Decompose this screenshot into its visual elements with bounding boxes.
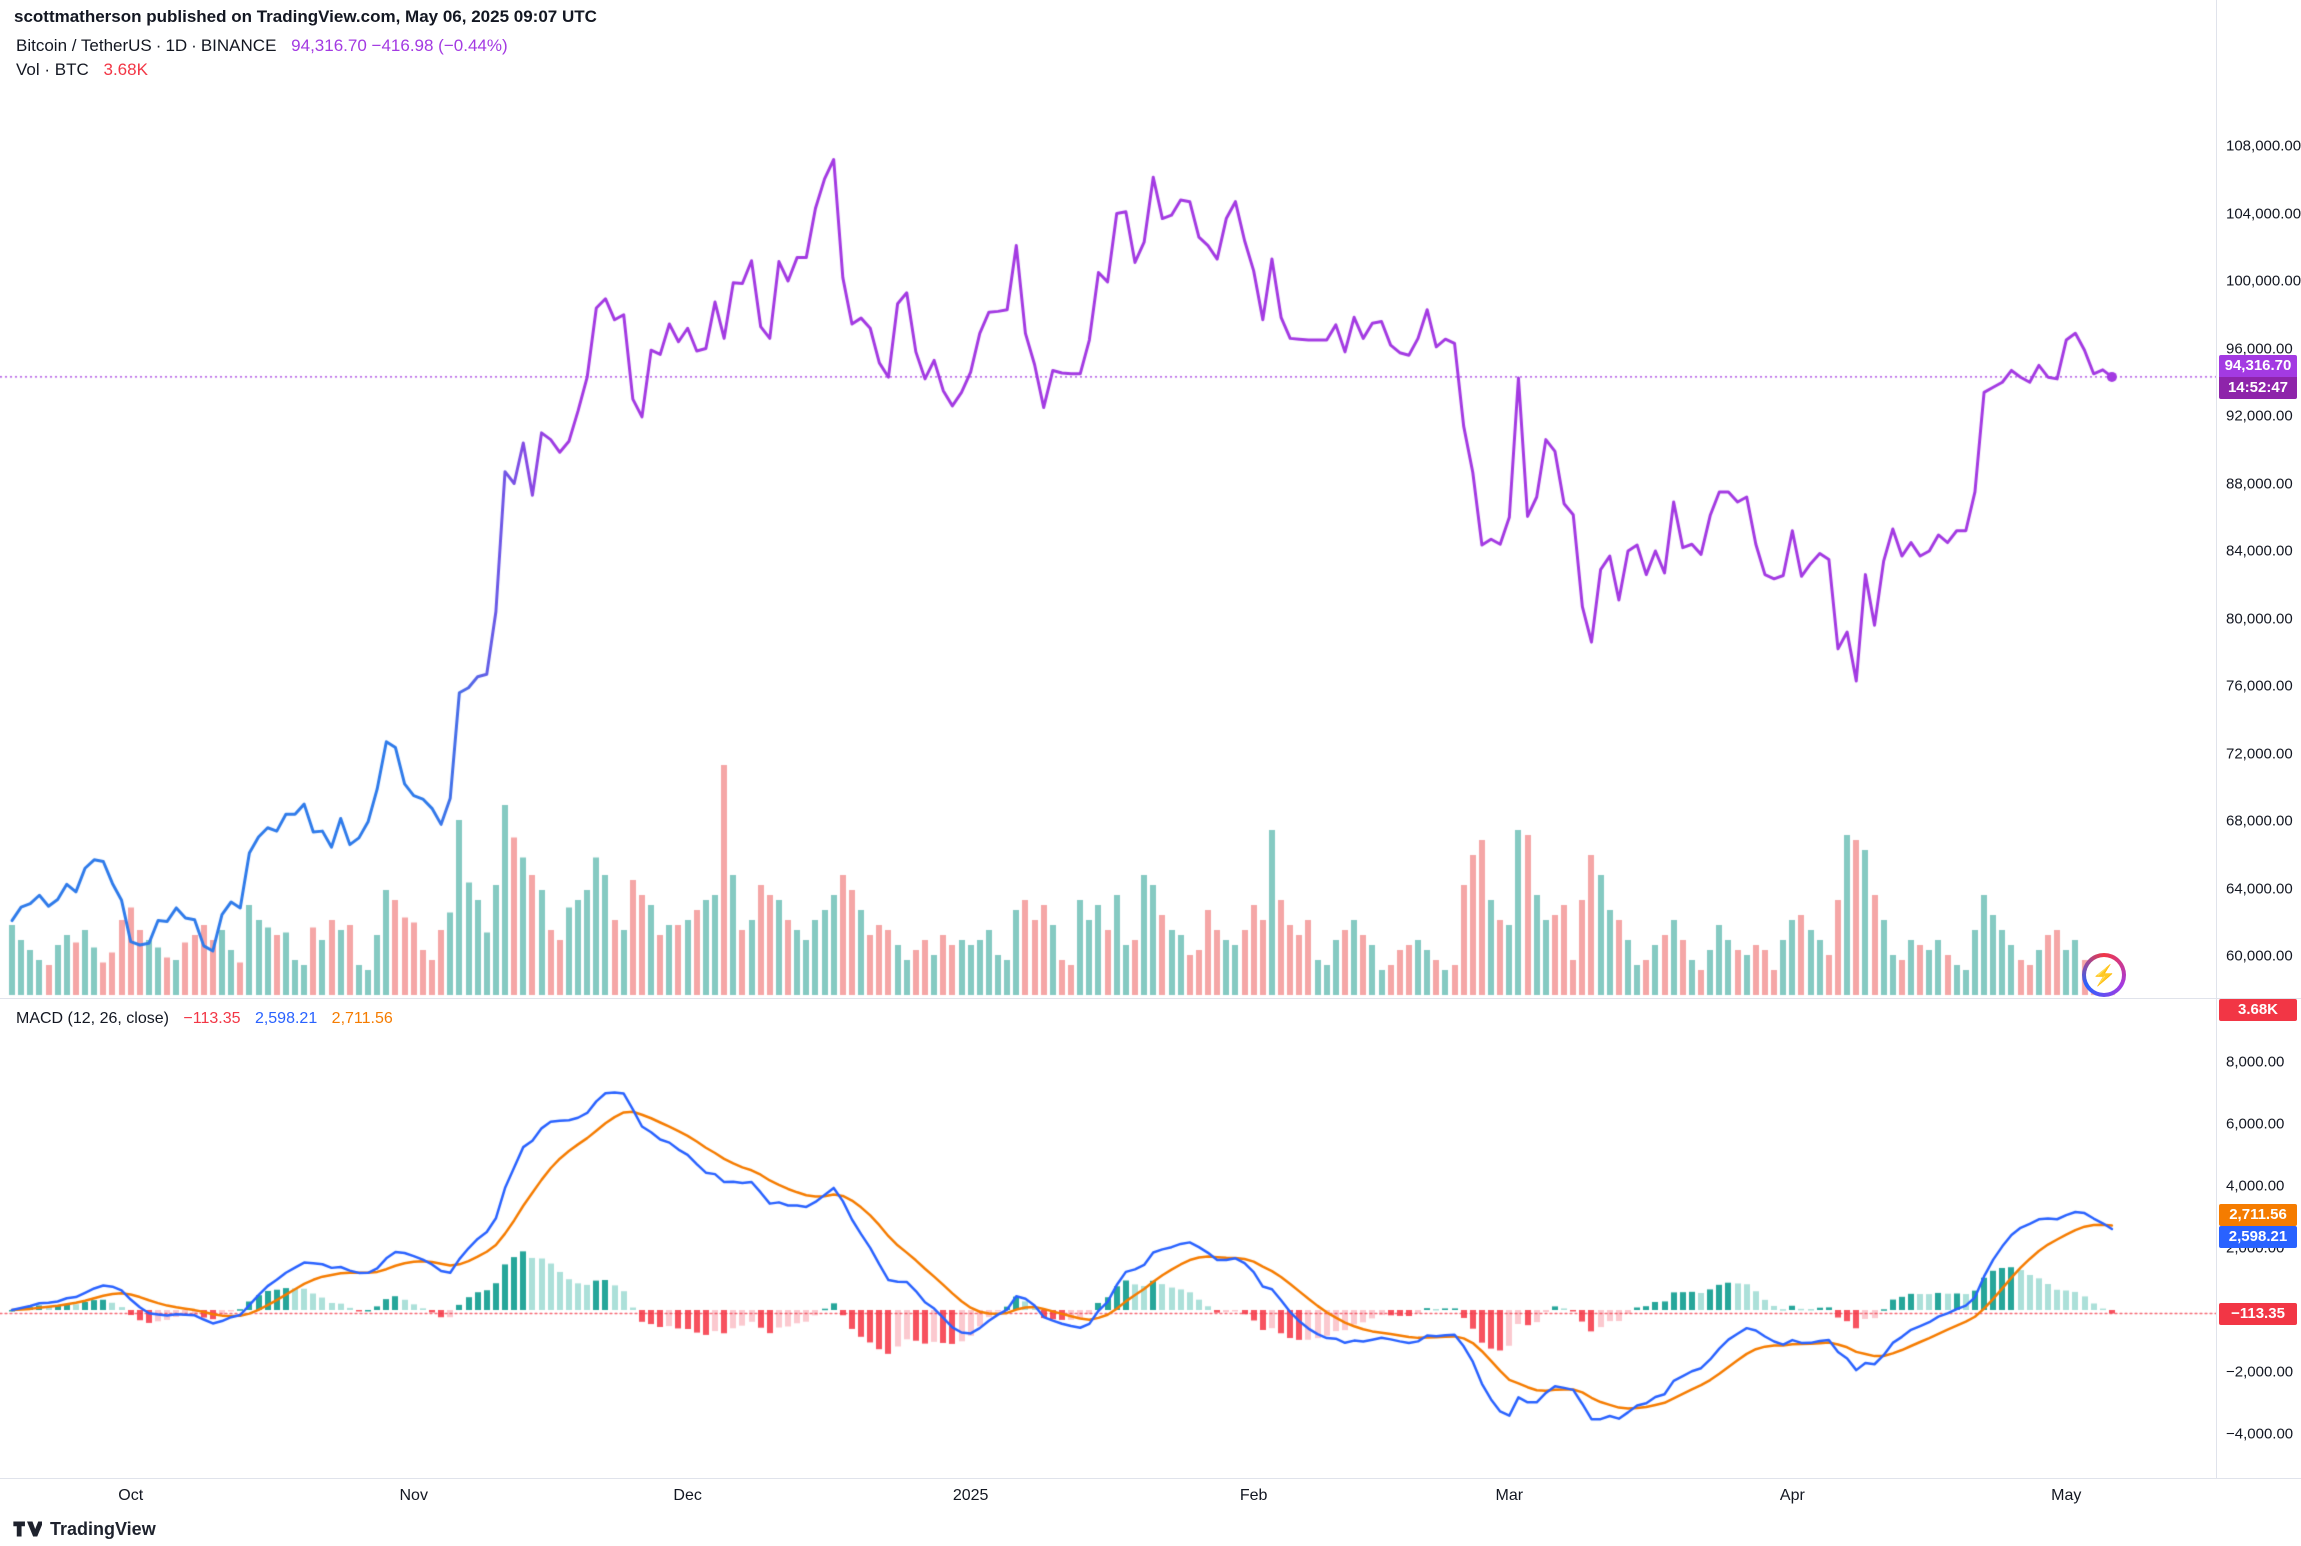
price-axis-label: 80,000.00 bbox=[2226, 610, 2293, 627]
price-axis-label: 92,000.00 bbox=[2226, 407, 2293, 425]
price-axis-label: 96,000.00 bbox=[2226, 340, 2293, 357]
volume-legend: Vol · BTC 3.68K bbox=[16, 60, 148, 80]
exchange-label[interactable]: BINANCE bbox=[200, 36, 277, 55]
time-axis-label: 2025 bbox=[952, 1487, 989, 1504]
price-axis-label: 84,000.00 bbox=[2226, 542, 2293, 560]
price-axis-label: 72,000.00 bbox=[2226, 745, 2293, 762]
tradingview-logo-icon[interactable] bbox=[12, 1518, 42, 1540]
volume-label[interactable]: Vol · BTC bbox=[16, 60, 89, 79]
macd-axis-label: −2,000.00 bbox=[2226, 1363, 2294, 1381]
price-axis-label: 104,000.00 bbox=[2226, 205, 2301, 222]
price-axis-label: 76,000.00 bbox=[2226, 677, 2293, 695]
macd-axis-label: 4,000.00 bbox=[2226, 1177, 2285, 1195]
publish-header: scottmatherson published on TradingView.… bbox=[14, 7, 597, 26]
macd-hist-badge: −113.35 bbox=[2219, 1302, 2297, 1325]
pane-separator[interactable] bbox=[0, 998, 2301, 999]
macd-title[interactable]: MACD (12, 26, close) bbox=[16, 1010, 169, 1027]
lightning-icon: ⚡ bbox=[2086, 957, 2122, 993]
time-axis-label: Mar bbox=[1495, 1487, 1524, 1504]
symbol-title[interactable]: Bitcoin / TetherUS bbox=[16, 36, 152, 55]
last-price-value: 94,316.70 bbox=[2219, 354, 2297, 377]
price-axis-label: 64,000.00 bbox=[2226, 880, 2293, 897]
price-axis-label: 88,000.00 bbox=[2226, 475, 2293, 492]
time-axis-border bbox=[0, 1478, 2301, 1479]
legend-separator: · bbox=[191, 36, 197, 55]
time-axis-label: Feb bbox=[1239, 1487, 1268, 1504]
price-axis-label: 60,000.00 bbox=[2226, 947, 2293, 965]
macd-hist-value: −113.35 bbox=[183, 1010, 241, 1027]
price-axis-label: 100,000.00 bbox=[2226, 272, 2301, 290]
volume-value: 3.68K bbox=[103, 60, 148, 79]
time-axis-label: Oct bbox=[118, 1487, 144, 1504]
legend-separator: · bbox=[155, 36, 162, 55]
price-axis-label: 108,000.00 bbox=[2226, 137, 2301, 155]
footer: TradingView bbox=[12, 1518, 156, 1540]
volume-badge: 3.68K bbox=[2219, 999, 2297, 1021]
legend-change: −416.98 (−0.44%) bbox=[371, 36, 508, 55]
macd-axis-label: 8,000.00 bbox=[2226, 1053, 2285, 1071]
chart-plot-area[interactable] bbox=[0, 0, 2216, 1546]
macd-axis-label: 6,000.00 bbox=[2226, 1115, 2285, 1133]
last-price-badge: 94,316.70 14:52:47 bbox=[2219, 354, 2297, 399]
bar-close-countdown: 14:52:47 bbox=[2219, 376, 2297, 399]
legend-last-price: 94,316.70 bbox=[291, 36, 367, 55]
price-axis-label: 68,000.00 bbox=[2226, 812, 2293, 830]
tradingview-wordmark[interactable]: TradingView bbox=[50, 1518, 156, 1539]
macd-line-badge: 2,598.21 bbox=[2219, 1225, 2297, 1248]
macd-axis-label: −4,000.00 bbox=[2226, 1425, 2294, 1443]
time-axis-label: Dec bbox=[673, 1487, 702, 1504]
symbol-legend: Bitcoin / TetherUS · 1D · BINANCE 94,316.70 … bbox=[16, 36, 508, 56]
macd-legend: MACD (12, 26, close) −113.35 2,598.21 2,… bbox=[16, 1010, 393, 1028]
macd-line-value: 2,598.21 bbox=[254, 1010, 318, 1027]
interval-label[interactable]: 1D bbox=[165, 36, 188, 55]
price-scale-border bbox=[2216, 0, 2217, 1478]
macd-signal-badge: 2,711.56 bbox=[2219, 1203, 2297, 1226]
time-axis-label: Apr bbox=[1779, 1487, 1805, 1504]
publisher-avatar-icon: ⚡ bbox=[2082, 953, 2126, 997]
time-axis-label: Nov bbox=[399, 1487, 428, 1504]
macd-signal-value: 2,711.56 bbox=[331, 1010, 393, 1027]
time-axis-label: May bbox=[2051, 1487, 2082, 1504]
